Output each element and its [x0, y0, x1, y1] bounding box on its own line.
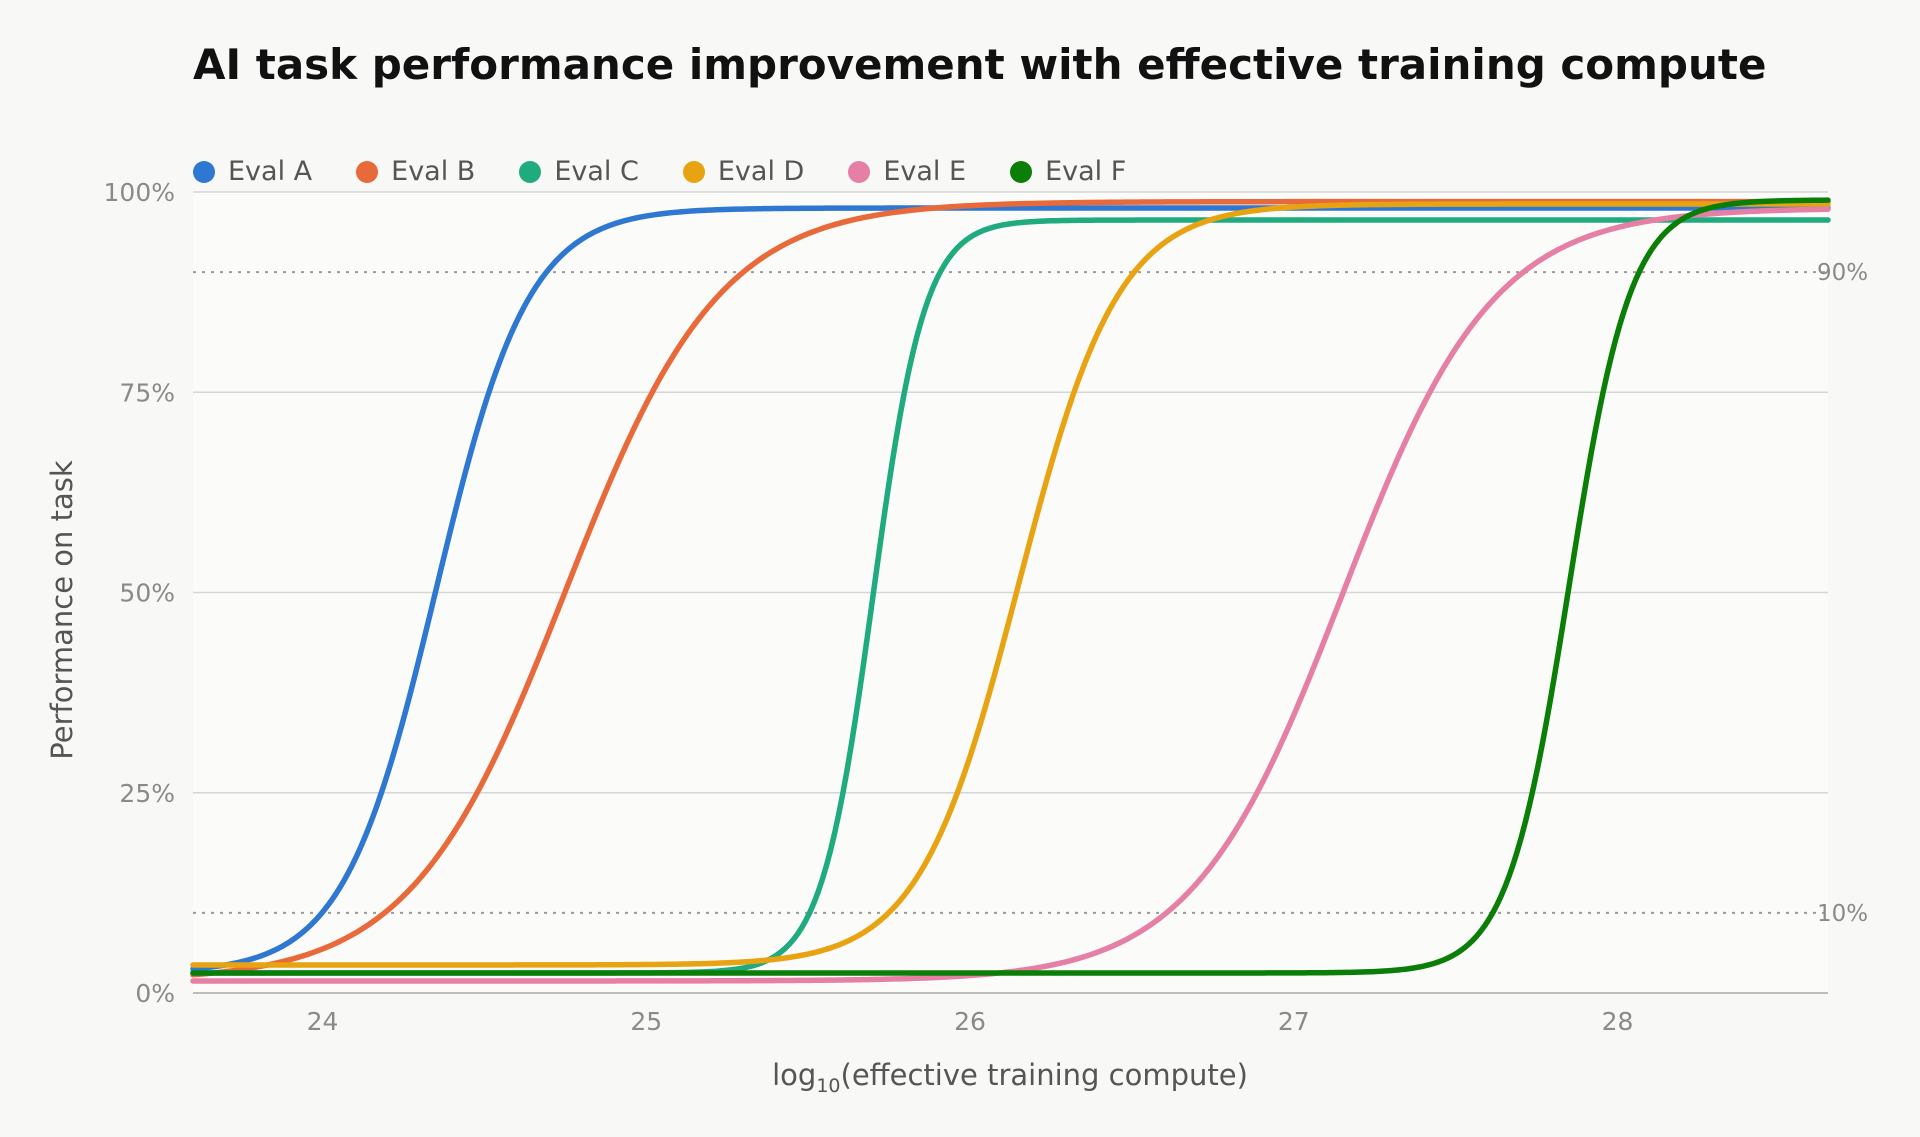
legend-label: Eval D: [717, 156, 805, 187]
legend-item: Eval F: [1010, 156, 1126, 187]
y-axis-label: Performance on task: [45, 460, 79, 760]
legend-dot-icon: [519, 160, 542, 183]
legend-label: Eval E: [883, 156, 967, 187]
legend-item: Eval A: [193, 156, 312, 187]
legend-item: Eval B: [356, 156, 475, 187]
x-tick-label: 24: [307, 1007, 339, 1036]
legend-dot-icon: [356, 160, 379, 183]
y-tick-label: 75%: [119, 378, 175, 407]
legend-dot-icon: [682, 160, 705, 183]
legend-label: Eval F: [1045, 156, 1127, 187]
legend-item: Eval D: [682, 156, 805, 187]
y-tick-label: 0%: [135, 979, 175, 1008]
legend-label: Eval B: [391, 156, 476, 187]
legend-dot-icon: [848, 160, 871, 183]
y-tick-label: 100%: [104, 178, 175, 207]
x-axis-label: log10(effective training compute): [772, 1058, 1248, 1097]
series-line: [190, 197, 1831, 976]
x-tick-label: 25: [630, 1007, 662, 1036]
legend-dot-icon: [193, 160, 215, 183]
series-line: [190, 205, 1831, 972]
legend: Eval A Eval B Eval C Eval D Eval E Eval F: [193, 156, 1170, 187]
x-axis-label-rest: (effective training compute): [840, 1058, 1248, 1092]
chart-title: AI task performance improvement with eff…: [193, 40, 1767, 89]
legend-dot-icon: [1010, 160, 1033, 183]
y-tick-label: 25%: [119, 779, 175, 808]
legend-label: Eval C: [554, 156, 639, 187]
legend-item: Eval C: [519, 156, 639, 187]
x-tick-label: 27: [1278, 1007, 1310, 1036]
y-tick-label: 50%: [119, 579, 175, 608]
series-line: [190, 201, 1831, 968]
x-tick-label: 28: [1602, 1007, 1634, 1036]
x-axis-label-prefix: log: [772, 1058, 817, 1092]
legend-item: Eval E: [848, 156, 966, 187]
legend-label: Eval A: [228, 156, 313, 187]
reference-line-label: 90%: [1817, 260, 1868, 286]
x-tick-label: 26: [954, 1007, 986, 1036]
x-axis-label-subscript: 10: [816, 1074, 841, 1097]
reference-line-label: 10%: [1817, 901, 1868, 927]
